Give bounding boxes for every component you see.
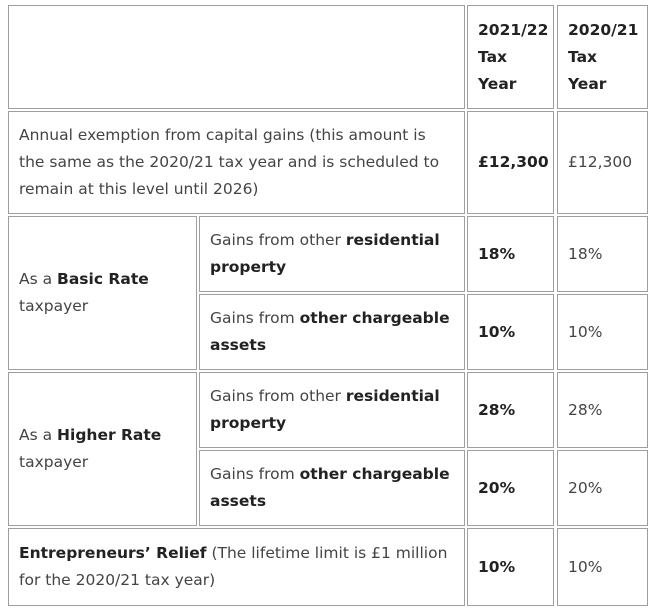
header-2020-line2: Tax xyxy=(568,48,598,66)
higher-res-2021-text: 28% xyxy=(478,400,516,419)
entrepreneurs-2020: 10% xyxy=(557,528,648,606)
basic-res-2021-text: 18% xyxy=(478,244,516,263)
higher-rate-label: As a Higher Rate taxpayer xyxy=(8,372,197,526)
header-2020-line1: 2020/21 xyxy=(568,21,639,39)
exemption-2020-value: £12,300 xyxy=(557,111,648,214)
higher-residential-2021: 28% xyxy=(467,372,554,448)
entrepreneurs-rest: (The lifetime limit is £1 million for th… xyxy=(19,544,448,589)
header-2020-21: 2020/21 Tax Year xyxy=(557,5,648,109)
higher-oth-2020-text: 20% xyxy=(568,478,603,497)
exemption-2021-text: £12,300 xyxy=(478,153,549,171)
basic-oth-bold: other chargeable assets xyxy=(210,309,450,354)
basic-oth-pre: Gains from xyxy=(210,309,300,327)
basic-oth-2021-text: 10% xyxy=(478,322,516,341)
higher-other-2020: 20% xyxy=(557,450,648,526)
exemption-2020-text: £12,300 xyxy=(568,153,633,171)
basic-other-2021: 10% xyxy=(467,294,554,370)
exemption-label: Annual exemption from capital gains (thi… xyxy=(8,111,465,214)
exemption-text: Annual exemption from capital gains (thi… xyxy=(19,126,440,198)
basic-res-bold: residential property xyxy=(210,231,440,276)
basic-res-pre: Gains from other xyxy=(210,231,346,249)
basic-bold: Basic Rate xyxy=(57,270,149,288)
basic-oth-2020-text: 10% xyxy=(568,322,603,341)
header-2021-line2: Tax xyxy=(478,48,508,66)
higher-res-bold: residential property xyxy=(210,387,440,432)
entrepreneurs-2020-text: 10% xyxy=(568,557,603,576)
higher-res-pre: Gains from other xyxy=(210,387,346,405)
entrepreneurs-2021-text: 10% xyxy=(478,557,516,576)
entrepreneurs-relief-label: Entrepreneurs’ Relief (The lifetime limi… xyxy=(8,528,465,606)
basic-residential-2021: 18% xyxy=(467,216,554,292)
basic-other-label: Gains from other chargeable assets xyxy=(199,294,465,370)
higher-prefix: As a xyxy=(19,426,58,444)
higher-bold: Higher Rate xyxy=(57,426,162,444)
higher-residential-2020: 28% xyxy=(557,372,648,448)
basic-residential-2020: 18% xyxy=(557,216,648,292)
entrepreneurs-2021: 10% xyxy=(467,528,554,606)
basic-residential-label: Gains from other residential property xyxy=(199,216,465,292)
header-2021-line3: Year xyxy=(478,75,517,93)
higher-other-label: Gains from other chargeable assets xyxy=(199,450,465,526)
header-2021-22: 2021/22 Tax Year xyxy=(467,5,554,109)
header-2020-line3: Year xyxy=(568,75,607,93)
header-empty-cell xyxy=(8,5,465,109)
higher-other-2021: 20% xyxy=(467,450,554,526)
basic-rate-label: As a Basic Rate taxpayer xyxy=(8,216,197,370)
basic-prefix: As a xyxy=(19,270,58,288)
higher-suffix: taxpayer xyxy=(19,453,89,471)
exemption-2021-value: £12,300 xyxy=(467,111,554,214)
higher-residential-label: Gains from other residential property xyxy=(199,372,465,448)
higher-oth-bold: other chargeable assets xyxy=(210,465,450,510)
basic-suffix: taxpayer xyxy=(19,297,89,315)
header-2021-line1: 2021/22 xyxy=(478,21,549,39)
higher-res-2020-text: 28% xyxy=(568,400,603,419)
entrepreneurs-bold: Entrepreneurs’ Relief xyxy=(19,544,207,562)
higher-oth-2021-text: 20% xyxy=(478,478,516,497)
higher-oth-pre: Gains from xyxy=(210,465,300,483)
basic-res-2020-text: 18% xyxy=(568,244,603,263)
basic-other-2020: 10% xyxy=(557,294,648,370)
